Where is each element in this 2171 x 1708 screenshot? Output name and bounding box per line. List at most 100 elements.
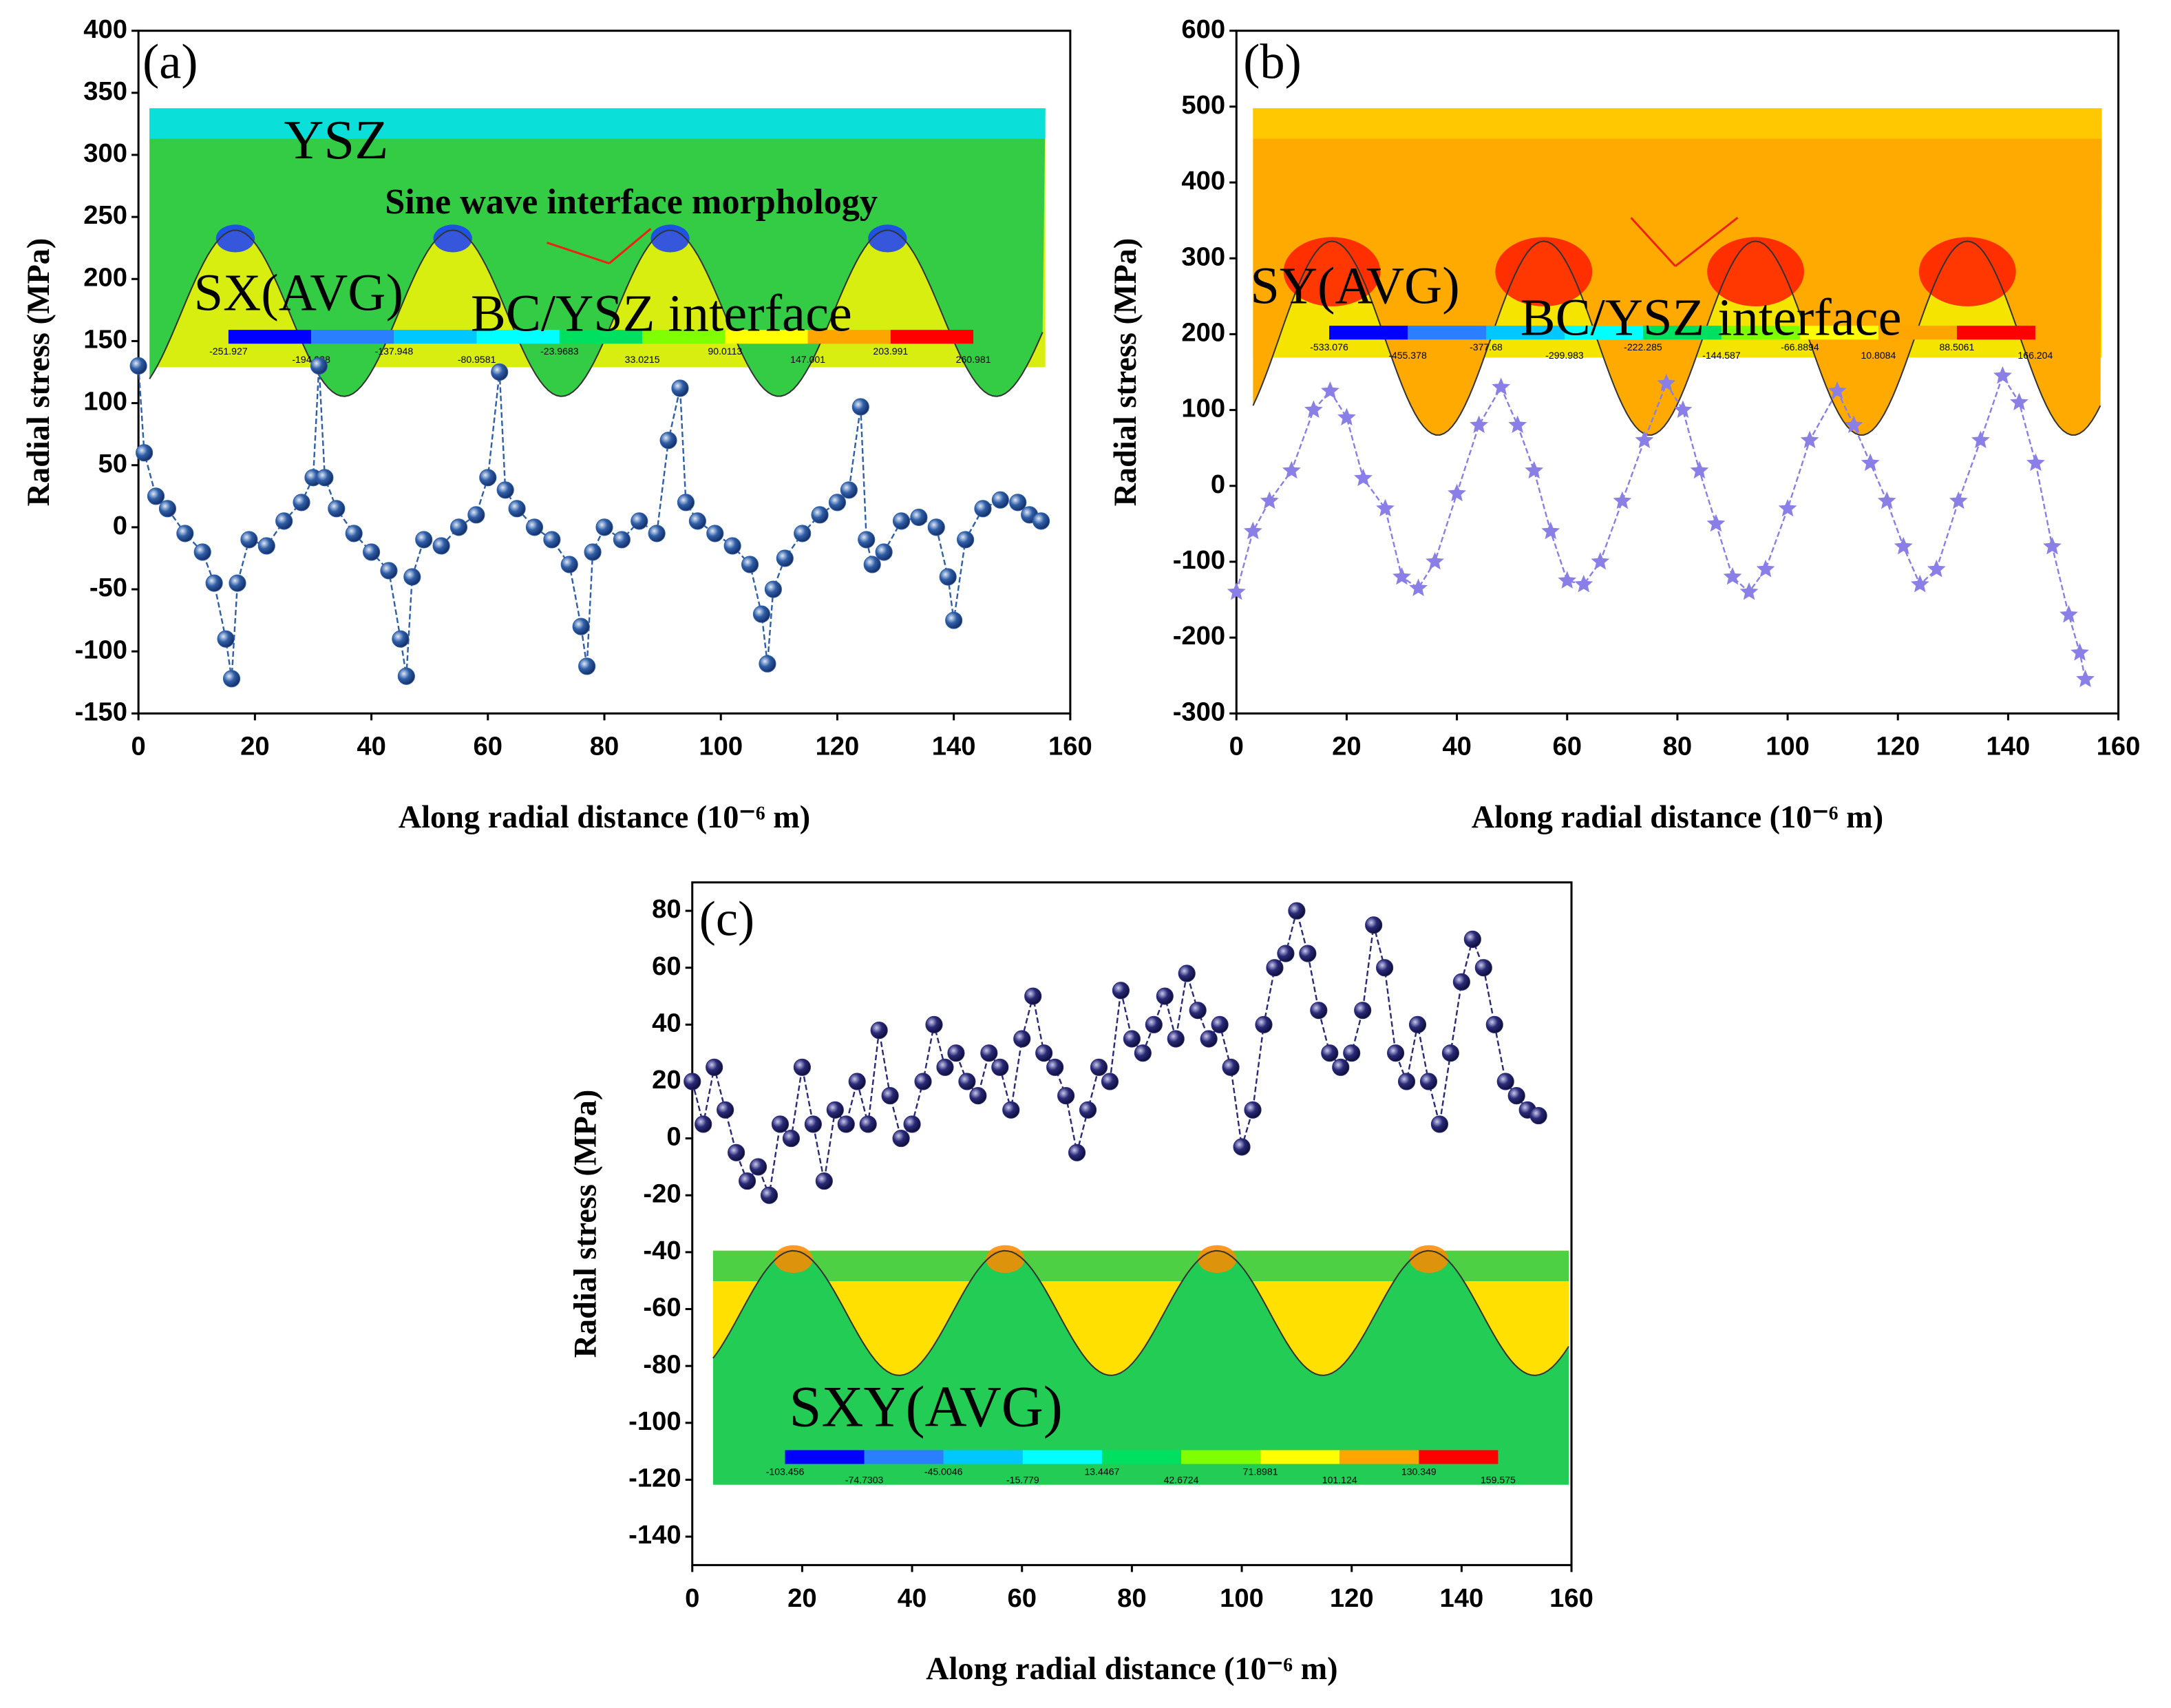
data-point [595, 518, 613, 536]
data-point [1167, 1030, 1185, 1048]
data-point [1002, 1101, 1020, 1119]
data-point [229, 574, 246, 592]
data-point [738, 1172, 756, 1190]
data-point [741, 556, 759, 573]
y-tick-label: -20 [643, 1179, 681, 1208]
data-point [1354, 1002, 1372, 1020]
y-tick-label: 600 [1181, 14, 1225, 44]
colorbar-segment [394, 330, 477, 344]
data-point [1613, 491, 1632, 509]
colorbar-segment [1721, 326, 1800, 340]
y-tick-label: 0 [666, 1122, 681, 1152]
data-point [1354, 468, 1373, 487]
data-point [892, 1130, 910, 1148]
y-tick-label: 250 [83, 200, 127, 230]
x-tick-label: 100 [1220, 1583, 1264, 1613]
data-point [1386, 1044, 1405, 1062]
colorbar-label: 203.991 [873, 346, 908, 357]
colorbar-segment [559, 330, 643, 344]
data-point [1057, 1087, 1075, 1105]
data-point [1376, 498, 1395, 517]
data-point [1189, 1002, 1207, 1020]
data-point [695, 1115, 712, 1133]
data-point [572, 618, 590, 635]
y-axis-label: Radial stress (MPa) [21, 238, 56, 507]
data-point [717, 1101, 734, 1119]
data-point [1200, 1030, 1218, 1048]
inset-interface [712, 1250, 1569, 1376]
data-point [316, 469, 334, 487]
x-tick-label: 80 [590, 732, 619, 761]
x-axis-label: Along radial distance (10⁻⁶ m) [926, 1652, 1337, 1687]
data-point [1426, 551, 1444, 570]
colorbar-label: -222.285 [1624, 341, 1662, 352]
data-line [691, 910, 1539, 1199]
data-point [927, 518, 945, 536]
data-point [1574, 574, 1593, 593]
data-point [957, 531, 975, 549]
data-point [1894, 536, 1913, 555]
y-tick-label: 400 [1181, 166, 1225, 196]
colorbar-segment [1878, 326, 1957, 340]
x-tick-label: 60 [1007, 1583, 1037, 1613]
inset-label: SX(AVG) [194, 263, 403, 321]
data-point [2071, 643, 2089, 661]
data-point [914, 1073, 932, 1090]
data-point [415, 531, 433, 549]
data-point [804, 1115, 822, 1133]
data-point [1178, 964, 1196, 982]
data-point [677, 494, 695, 512]
data-point [2059, 605, 2078, 623]
inset-hotspot [774, 1245, 813, 1273]
x-tick-label: 160 [2097, 732, 2141, 761]
panel-label: (b) [1243, 34, 1301, 89]
colorbar-segment [1564, 326, 1643, 340]
colorbar-label: 71.8981 [1243, 1466, 1278, 1477]
x-axis-label: Along radial distance (10⁻⁶ m) [399, 800, 810, 835]
colorbar-label: 33.0215 [625, 354, 660, 365]
data-point [1492, 377, 1511, 395]
data-point [403, 568, 421, 586]
data-point [826, 1101, 844, 1119]
data-point [1529, 1106, 1547, 1125]
data-point [1408, 1015, 1427, 1033]
data-point [1441, 1044, 1459, 1062]
data-point [752, 605, 771, 623]
colorbar-segment [1485, 326, 1565, 340]
data-point [2076, 669, 2095, 688]
colorbar-segment [476, 330, 560, 344]
inset-top-band [1253, 108, 2102, 139]
inset-label: SXY(AVG) [790, 1375, 1063, 1440]
data-point [1419, 1073, 1438, 1090]
y-axis-label: Radial stress (MPa) [568, 1090, 603, 1358]
data-point [1470, 415, 1488, 434]
inset-hotspot [868, 224, 907, 253]
data-point [969, 1087, 987, 1105]
data-point [2026, 453, 2045, 472]
data-point [136, 444, 153, 462]
data-point [1739, 582, 1759, 600]
data-point [1558, 571, 1577, 589]
inset-label: Sine wave interface morphology [385, 182, 878, 222]
y-tick-label: 300 [83, 138, 127, 168]
y-tick-label: -120 [628, 1464, 681, 1493]
data-point [1392, 567, 1411, 585]
data-point [749, 1158, 767, 1176]
data-line [1236, 374, 2086, 679]
data-point [363, 543, 381, 561]
colorbar-label: -15.779 [1006, 1474, 1039, 1485]
inset-hotspot [1283, 237, 1381, 306]
data-point [1365, 916, 1383, 934]
y-tick-label: 0 [113, 511, 127, 540]
data-point [1266, 959, 1284, 977]
data-point [939, 568, 957, 586]
data-point [1032, 512, 1050, 530]
inset-label: YSZ [284, 109, 388, 171]
data-point [706, 525, 724, 542]
x-tick-label: 160 [1048, 732, 1092, 761]
x-tick-label: 20 [240, 732, 270, 761]
data-point [1260, 491, 1279, 509]
x-tick-label: 0 [1229, 732, 1244, 761]
data-point [1244, 1101, 1262, 1119]
